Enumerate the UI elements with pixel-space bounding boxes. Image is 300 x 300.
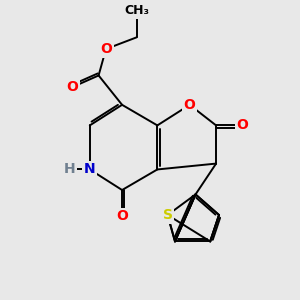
Text: O: O — [66, 80, 78, 94]
Text: O: O — [184, 98, 196, 112]
Text: CH₃: CH₃ — [124, 4, 149, 17]
Text: O: O — [100, 42, 112, 56]
Text: O: O — [116, 209, 128, 224]
Text: O: O — [237, 118, 248, 132]
Text: N: N — [84, 163, 96, 176]
Text: S: S — [163, 208, 172, 222]
Text: H: H — [63, 163, 75, 176]
